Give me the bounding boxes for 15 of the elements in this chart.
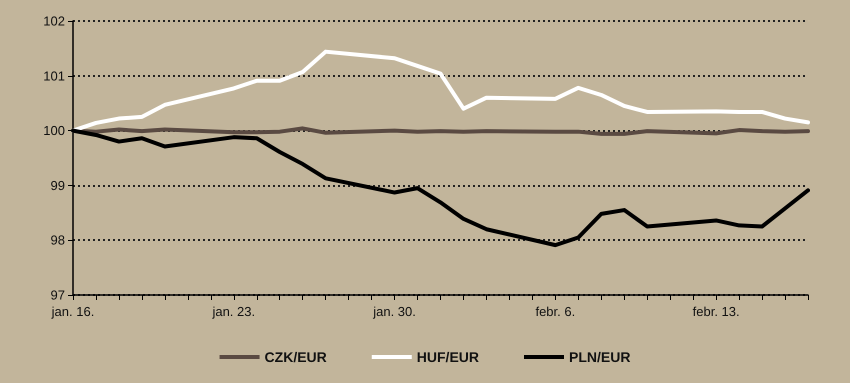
y-tick-label: 101 [43,68,65,84]
x-tick-label: jan. 30. [372,304,416,319]
legend-label: HUF/EUR [416,349,480,365]
y-tick-label: 102 [43,14,65,28]
y-tick-label: 98 [50,232,65,248]
legend-label: CZK/EUR [264,349,327,365]
legend-label: PLN/EUR [568,349,630,365]
y-tick-label: 100 [43,123,65,138]
x-tick-label: febr. 6. [535,304,576,319]
x-tick-label: jan. 16. [50,304,94,319]
x-tick-label: jan. 23. [211,304,256,319]
y-tick-label: 97 [50,288,65,302]
y-tick-label: 99 [50,178,65,193]
line-series [71,50,810,133]
x-tick-label: febr. 13. [692,304,740,319]
